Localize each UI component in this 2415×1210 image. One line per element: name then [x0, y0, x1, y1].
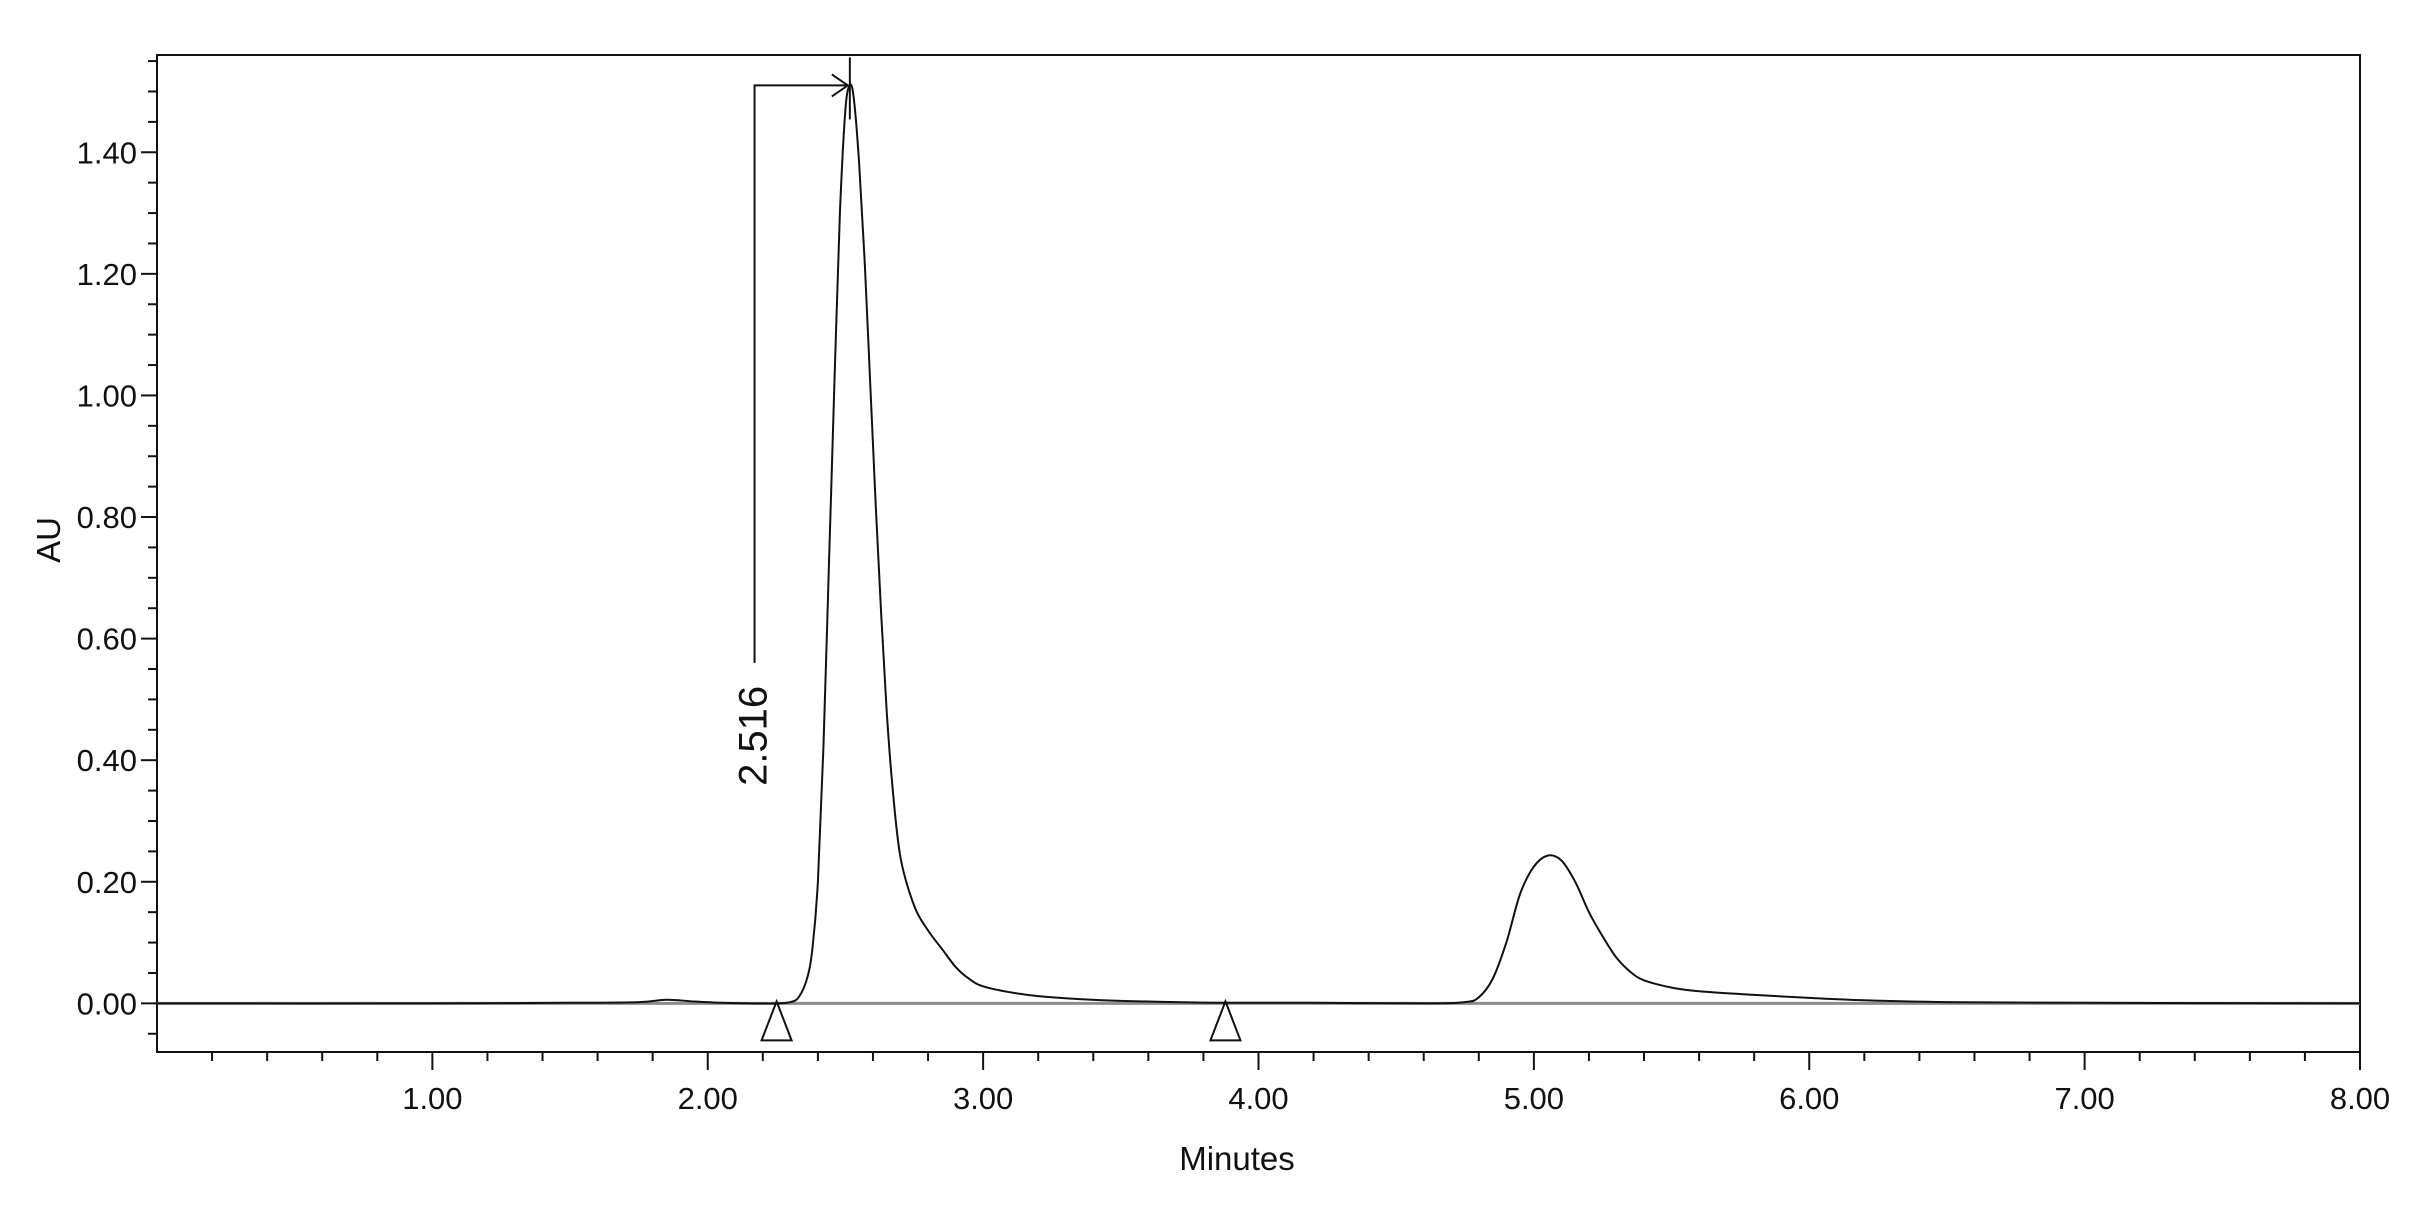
- x-tick-label: 4.00: [1228, 1081, 1288, 1116]
- y-axis-title: AU: [30, 517, 67, 563]
- y-tick-label: 1.20: [77, 257, 137, 292]
- integration-marker-triangle: [760, 998, 794, 1042]
- series-line: [156, 83, 2361, 1005]
- y-tick-label: 0.60: [77, 622, 137, 657]
- x-tick-label: 6.00: [1779, 1081, 1839, 1116]
- y-tick-label: 0.00: [77, 986, 137, 1021]
- integration-markers: [760, 998, 1242, 1042]
- peak-annotation-bracket: [753, 84, 848, 663]
- x-tick-label: 8.00: [2330, 1081, 2390, 1116]
- peak-annotation-arrowhead: [831, 73, 850, 98]
- x-axis-title: Minutes: [1179, 1140, 1295, 1177]
- y-tick-label: 0.80: [77, 500, 137, 535]
- y-axis-ticks: 0.00 0.20 0.40 0.60 0.80 1.00 1.20 1.40: [77, 135, 157, 1021]
- peak-annotation-label: 2.516: [732, 686, 776, 786]
- integration-marker-triangle: [1208, 998, 1242, 1042]
- y-tick-label: 0.20: [77, 865, 137, 900]
- x-tick-label: 2.00: [678, 1081, 738, 1116]
- y-tick-label: 1.00: [77, 378, 137, 413]
- x-axis-ticks: 1.00 2.00 3.00 4.00 5.00 6.00 7.00 8.00: [402, 1052, 2390, 1116]
- plot-frame: [156, 54, 2361, 1053]
- x-tick-label: 7.00: [2054, 1081, 2114, 1116]
- x-tick-label: 1.00: [402, 1081, 462, 1116]
- x-tick-label: 3.00: [953, 1081, 1013, 1116]
- x-tick-label: 5.00: [1504, 1081, 1564, 1116]
- minor-ticks: [148, 60, 2306, 1061]
- y-tick-label: 0.40: [77, 743, 137, 778]
- y-tick-label: 1.40: [77, 135, 137, 170]
